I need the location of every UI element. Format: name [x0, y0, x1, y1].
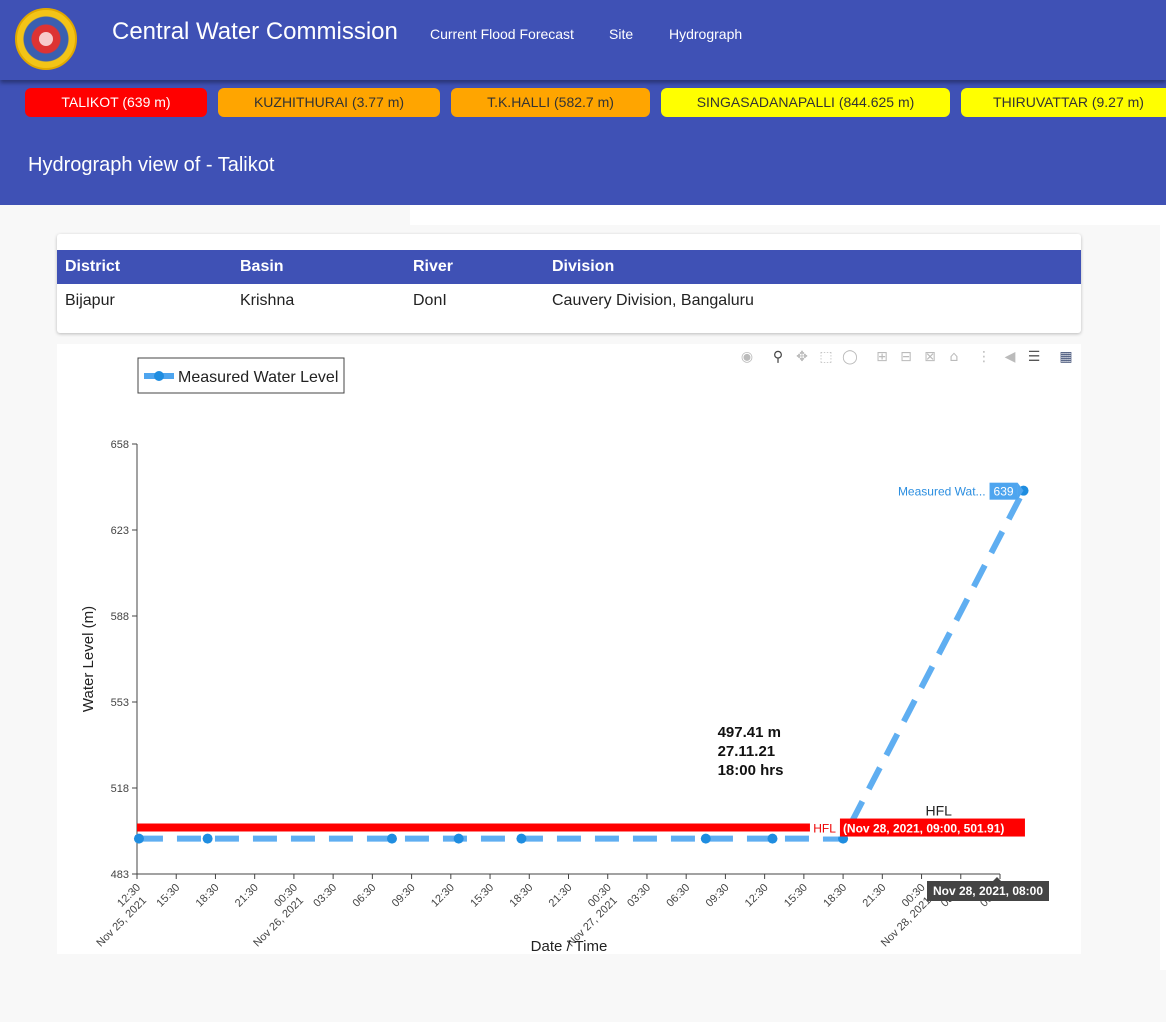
y-tick-label: 658: [111, 439, 129, 451]
spike-lines-icon[interactable]: ⋮: [977, 349, 991, 365]
x-tick-label: 15:30: [468, 882, 496, 910]
cell-basin: Krishna: [240, 292, 295, 309]
hover-name-label: HFL: [813, 822, 836, 836]
x-tick-label: 18:30: [821, 882, 849, 910]
y-axis-title: Water Level (m): [80, 606, 97, 712]
x-tick-label: 06:30: [351, 882, 379, 910]
ticker-chip[interactable]: SINGASADANAPALLI (844.625 m): [661, 88, 950, 117]
hover-series-name: Measured Wat...: [898, 485, 986, 499]
zoom-icon[interactable]: ⚲: [772, 349, 784, 365]
x-tick-label: 21:30: [547, 882, 575, 910]
x-tick-label: 09:30: [704, 882, 732, 910]
y-tick-label: 518: [111, 783, 129, 795]
column-header-basin: Basin: [240, 258, 284, 275]
legend-swatch-marker: [154, 371, 164, 381]
x-axis-title: Date / Time: [531, 938, 608, 954]
hover-series-box: [989, 482, 1018, 500]
cell-river: DonI: [413, 292, 447, 309]
hover-x-arrow: [992, 877, 1002, 882]
data-point: [516, 833, 527, 844]
ticker-chip[interactable]: TALIKOT (639 m): [25, 88, 207, 117]
site-info-card: District Basin River Division Bijapur Kr…: [57, 234, 1081, 333]
data-point: [133, 833, 144, 844]
pan-icon[interactable]: ✥: [796, 349, 808, 365]
annotation-text: 27.11.21: [718, 743, 776, 760]
x-tick-label: 06:30: [664, 882, 692, 910]
x-tick-label: 15:30: [782, 882, 810, 910]
lasso-icon[interactable]: ◯: [842, 349, 858, 365]
y-tick-label: 623: [111, 525, 129, 537]
ticker-chip[interactable]: KUZHITHURAI (3.77 m): [218, 88, 440, 117]
ticker-chip[interactable]: T.K.HALLI (582.7 m): [451, 88, 650, 117]
nav-site[interactable]: Site: [609, 26, 634, 42]
cwc-logo: [15, 8, 77, 70]
column-header-division: Division: [552, 258, 615, 275]
plotly-logo-icon[interactable]: ▦: [1059, 349, 1073, 365]
station-ticker: TALIKOT (639 m) KUZHITHURAI (3.77 m) T.K…: [0, 80, 1166, 126]
hover-value-label: (Nov 28, 2021, 09:00, 501.91): [843, 822, 1004, 836]
zoom-out-icon[interactable]: ⊟: [900, 349, 912, 365]
data-point: [386, 833, 397, 844]
hover-name-box: [809, 819, 840, 837]
divider: [1160, 225, 1166, 970]
series-line-measured-water-level: [138, 489, 1027, 842]
camera-icon[interactable]: ◉: [740, 349, 754, 365]
column-header-district: District: [65, 258, 121, 275]
divider: [410, 205, 1166, 225]
nav-current-flood-forecast[interactable]: Current Flood Forecast: [430, 26, 574, 42]
x-tick-label: 09:30: [390, 882, 418, 910]
hover-x-box: [927, 881, 1049, 901]
hover-closest-icon[interactable]: ◀: [1004, 349, 1016, 365]
data-point: [453, 833, 464, 844]
x-tick-label: 12:30: [429, 882, 457, 910]
hover-compare-icon[interactable]: ☰: [1027, 349, 1041, 365]
home-icon[interactable]: ⌂: [949, 349, 959, 365]
nav-hydrograph[interactable]: Hydrograph: [669, 26, 743, 42]
hover-x-label: Nov 28, 2021, 08:00: [933, 884, 1043, 898]
x-tick-label: 15:30: [154, 882, 182, 910]
zoom-in-icon[interactable]: ⊞: [876, 349, 888, 365]
annotation-text: 497.41 m: [718, 724, 781, 741]
top-app-bar: Central Water Commission Current Flood F…: [0, 0, 1166, 80]
autoscale-icon[interactable]: ⊠: [924, 349, 936, 365]
hover-series-value: 639: [994, 485, 1014, 499]
y-tick-label: 553: [111, 697, 129, 709]
x-tick-label: 18:30: [507, 882, 535, 910]
annotation-text: 18:00 hrs: [718, 762, 784, 779]
y-tick-label: 588: [111, 611, 129, 623]
x-tick-label: 03:30: [311, 882, 339, 910]
x-tick-label: 21:30: [860, 882, 888, 910]
site-table-header: District Basin River Division: [57, 250, 1081, 284]
app-title: Central Water Commission: [112, 18, 398, 45]
page-header: Hydrograph view of - Talikot: [0, 126, 1166, 205]
x-tick-label: 21:30: [233, 882, 261, 910]
x-tick-label: 12:30: [743, 882, 771, 910]
ticker-chip[interactable]: THIRUVATTAR (9.27 m): [961, 88, 1166, 117]
legend-entry: Measured Water Level: [178, 369, 338, 386]
cell-division: Cauvery Division, Bangaluru: [552, 292, 754, 309]
hydrograph-plot: 483 518 553 588 623 658 12:30 15:30 18:30 21:30 00…: [57, 344, 1081, 954]
box-select-icon[interactable]: ⬚: [819, 349, 833, 365]
x-tick-label: 03:30: [625, 882, 653, 910]
data-point: [767, 833, 778, 844]
hfl-label: HFL: [925, 803, 952, 819]
hover-series-arrow: [1017, 482, 1024, 500]
x-tick-label: 18:30: [194, 882, 222, 910]
column-header-river: River: [413, 258, 454, 275]
page-title: Hydrograph view of - Talikot: [28, 154, 275, 176]
data-point: [700, 833, 711, 844]
y-tick-label: 483: [111, 869, 129, 881]
cell-district: Bijapur: [65, 292, 115, 309]
hover-value-box: [839, 818, 1025, 837]
data-point: [202, 833, 213, 844]
